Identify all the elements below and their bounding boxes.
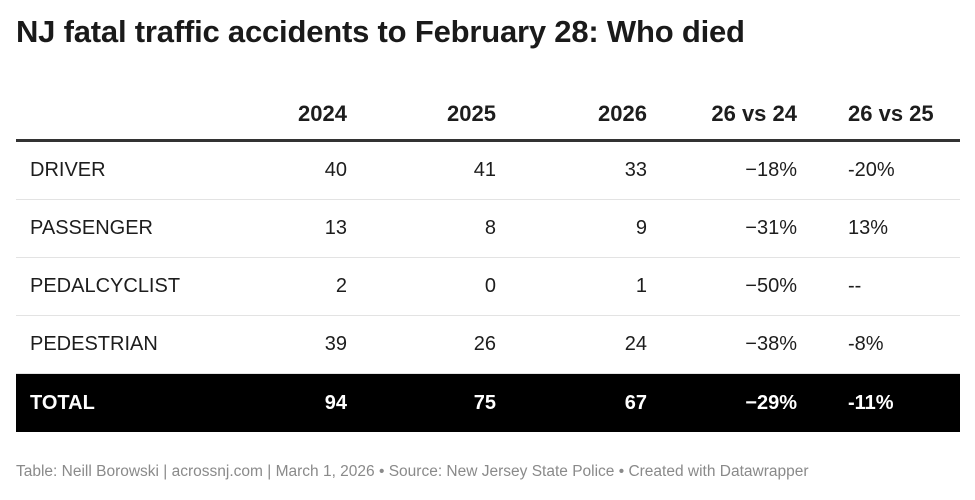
- cell-26-vs-25: 13%: [848, 217, 889, 239]
- table-total-row: TOTAL 94 75 67 −29% -11%: [16, 374, 960, 432]
- total-2024: 94: [324, 391, 347, 414]
- cell-2025: 41: [473, 159, 496, 181]
- row-label: PASSENGER: [30, 217, 153, 239]
- cell-26-vs-24: −50%: [745, 275, 797, 297]
- row-label: DRIVER: [30, 159, 106, 181]
- header-2025: 2025: [447, 100, 496, 126]
- total-26-vs-25: -11%: [848, 391, 894, 414]
- header-26-vs-24: 26 vs 24: [711, 100, 797, 126]
- data-table: 2024 2025 2026 26 vs 24 26 vs 25 DRIVER …: [16, 88, 960, 432]
- cell-2025: 0: [484, 275, 496, 297]
- total-2026: 67: [624, 391, 647, 414]
- total-26-vs-24: −29%: [745, 391, 797, 414]
- table-row: PEDALCYCLIST 2 0 1 −50% --: [16, 258, 960, 316]
- table-header-row: 2024 2025 2026 26 vs 24 26 vs 25: [16, 88, 960, 142]
- total-label: TOTAL: [30, 391, 95, 414]
- cell-2026: 1: [635, 275, 647, 297]
- cell-2025: 26: [473, 333, 496, 355]
- total-2025: 75: [473, 391, 496, 414]
- table-row: DRIVER 40 41 33 −18% -20%: [16, 142, 960, 200]
- cell-26-vs-24: −18%: [745, 159, 797, 181]
- table-row: PEDESTRIAN 39 26 24 −38% -8%: [16, 316, 960, 374]
- cell-2024: 13: [324, 217, 347, 239]
- cell-26-vs-25: -8%: [848, 333, 884, 355]
- cell-2024: 2: [335, 275, 347, 297]
- cell-2025: 8: [484, 217, 496, 239]
- cell-2026: 9: [635, 217, 647, 239]
- row-label: PEDESTRIAN: [30, 333, 158, 355]
- cell-26-vs-24: −38%: [745, 333, 797, 355]
- cell-26-vs-25: -20%: [848, 159, 895, 181]
- header-2024: 2024: [298, 100, 347, 126]
- cell-26-vs-25: --: [848, 275, 862, 297]
- cell-26-vs-24: −31%: [745, 217, 797, 239]
- cell-2026: 24: [624, 333, 647, 355]
- cell-2024: 39: [324, 333, 347, 355]
- source-footer: Table: Neill Borowski | acrossnj.com | M…: [16, 463, 809, 480]
- cell-2026: 33: [624, 159, 647, 181]
- cell-2024: 40: [324, 159, 347, 181]
- header-26-vs-25: 26 vs 25: [848, 100, 934, 126]
- header-2026: 2026: [598, 100, 647, 126]
- chart-title: NJ fatal traffic accidents to February 2…: [16, 14, 745, 49]
- table-row: PASSENGER 13 8 9 −31% 13%: [16, 200, 960, 258]
- row-label: PEDALCYCLIST: [30, 275, 181, 297]
